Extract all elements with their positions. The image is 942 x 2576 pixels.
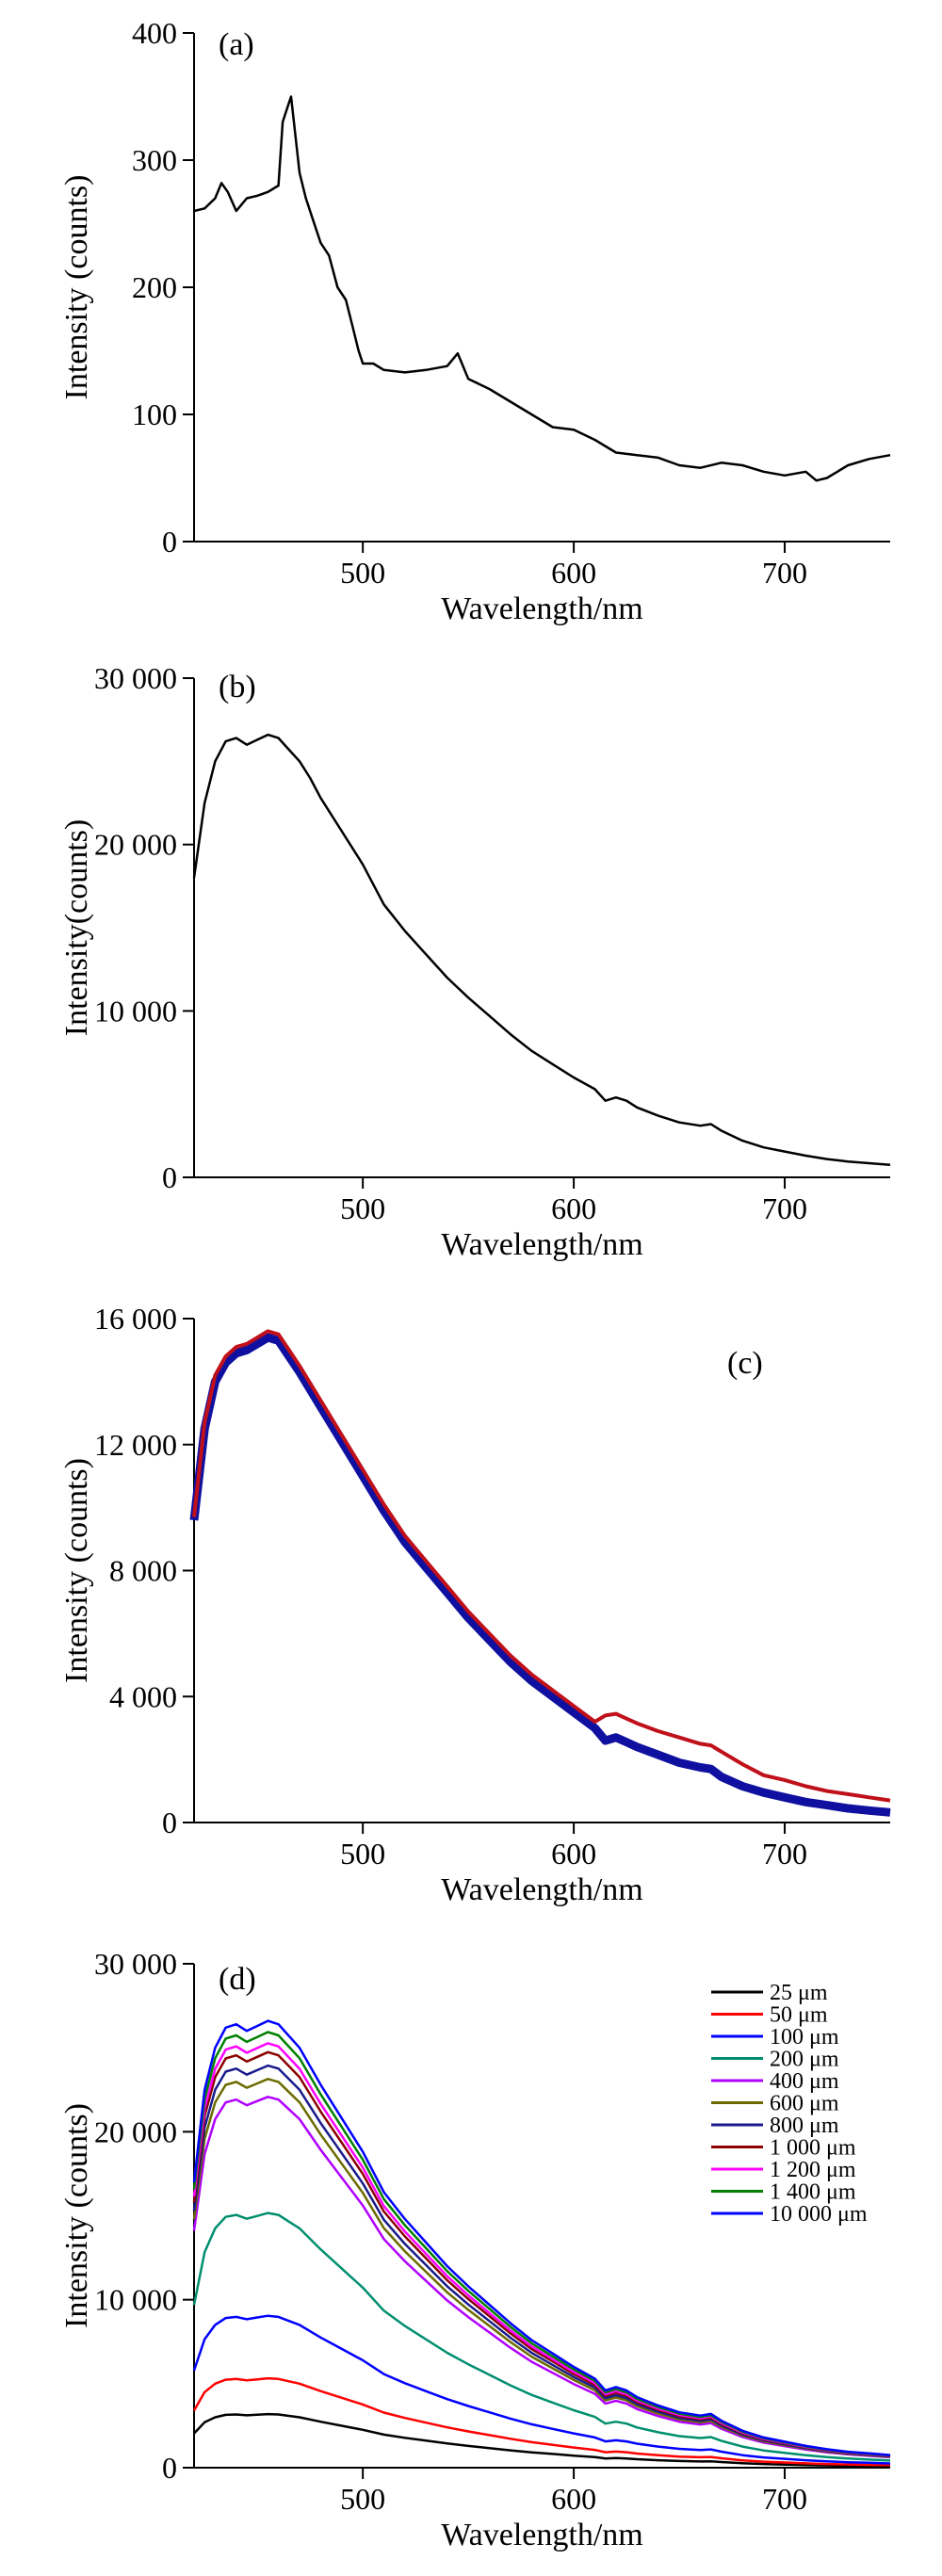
x-axis-label: Wavelength/nm [441,591,642,626]
series-line-2 [192,2376,891,2467]
legend-label: 100 μm [770,2025,839,2049]
legend-label: 400 μm [770,2069,839,2094]
y-axis-label: Intensity (counts) [59,2103,94,2328]
y-tick-label: 300 [132,143,177,177]
y-tick-label: 20 000 [94,828,177,862]
y-tick-label: 10 000 [94,994,177,1028]
legend-label: 800 μm [770,2114,839,2138]
x-tick-label: 700 [762,556,807,590]
y-tick-label: 10 000 [94,2283,177,2317]
x-tick-label: 600 [551,556,596,590]
series-line-1 [189,1333,891,1817]
x-tick-label: 500 [340,556,385,590]
y-tick-label: 0 [162,1160,177,1194]
y-axis-label: Intensity (counts) [59,1458,94,1683]
y-tick-label: 12 000 [94,1428,177,1462]
legend-label: 200 μm [770,2048,839,2072]
panel-label: (a) [219,27,254,62]
x-tick-label: 500 [340,1837,385,1871]
x-tick-label: 600 [551,2482,596,2516]
panel-label: (d) [219,1962,256,1997]
x-tick-label: 600 [551,1837,596,1871]
y-tick-label: 0 [162,525,177,559]
legend-label: 25 μm [770,1981,828,2005]
series-line-2 [192,1329,891,1803]
x-tick-label: 500 [340,1191,385,1225]
y-tick-label: 400 [132,16,177,50]
series-line-1 [192,733,891,1167]
chart-panel-4: 500 600 700 0 10 000 20 000 30 000 Wavelength/n… [59,1947,891,2552]
legend-label: 1 400 μm [770,2180,856,2205]
x-tick-label: 600 [551,1191,596,1225]
legend-label: 50 μm [770,2003,828,2028]
y-tick-label: 8 000 [109,1554,177,1588]
y-tick-label: 30 000 [94,1947,177,1981]
legend-label: 1 000 μm [770,2136,856,2161]
legend-label: 600 μm [770,2092,839,2116]
panel-label: (b) [219,670,256,705]
y-tick-label: 20 000 [94,2114,177,2148]
y-axis-label: Intensity (counts) [59,175,94,400]
x-tick-label: 700 [762,1191,807,1225]
y-tick-label: 4 000 [109,1679,177,1713]
y-tick-label: 200 [132,270,177,304]
y-tick-label: 100 [132,397,177,431]
series-line-3 [192,2314,891,2465]
y-tick-label: 16 000 [94,1302,177,1336]
legend-label: 1 200 μm [770,2158,856,2182]
chart-panel-1: 500 600 700 0 100 200 300 400 Wavelength/nm Inten… [59,16,891,626]
series-line-11 [192,2019,891,2456]
y-tick-label: 0 [162,1806,177,1839]
x-axis-label: Wavelength/nm [441,1872,642,1907]
series-line-5 [192,2096,891,2459]
chart-panel-2: 500 600 700 0 10 000 20 000 30 000 Wavelength/n… [59,661,891,1262]
series-line-1 [193,2412,891,2468]
x-tick-label: 700 [762,1837,807,1871]
chart-panel-3: 500 600 700 0 4 000 8 000 12 000 16 000 Waveleng… [59,1302,891,1907]
x-axis-label: Wavelength/nm [441,2518,642,2552]
legend-label: 10 000 μm [770,2202,868,2227]
panel-label: (c) [727,1346,763,1381]
x-tick-label: 500 [340,2482,385,2516]
series-line-4 [192,2211,891,2462]
y-tick-label: 0 [162,2451,177,2485]
y-tick-label: 30 000 [94,661,177,695]
y-axis-label: Intensity(counts) [59,819,94,1036]
series-line-1 [193,95,891,482]
x-axis-label: Wavelength/nm [441,1227,642,1262]
x-tick-label: 700 [762,2482,807,2516]
